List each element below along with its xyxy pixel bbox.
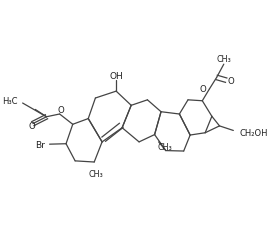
- Text: CH₃: CH₃: [157, 142, 172, 151]
- Text: O: O: [58, 106, 64, 115]
- Text: CH₂OH: CH₂OH: [240, 129, 268, 138]
- Text: OH: OH: [109, 72, 123, 81]
- Text: O: O: [227, 76, 234, 85]
- Text: CH₃: CH₃: [217, 55, 232, 64]
- Text: CH₃: CH₃: [89, 169, 103, 178]
- Text: H₃C: H₃C: [2, 96, 17, 105]
- Text: O: O: [200, 85, 207, 94]
- Text: Br: Br: [35, 140, 45, 149]
- Text: O: O: [28, 122, 35, 131]
